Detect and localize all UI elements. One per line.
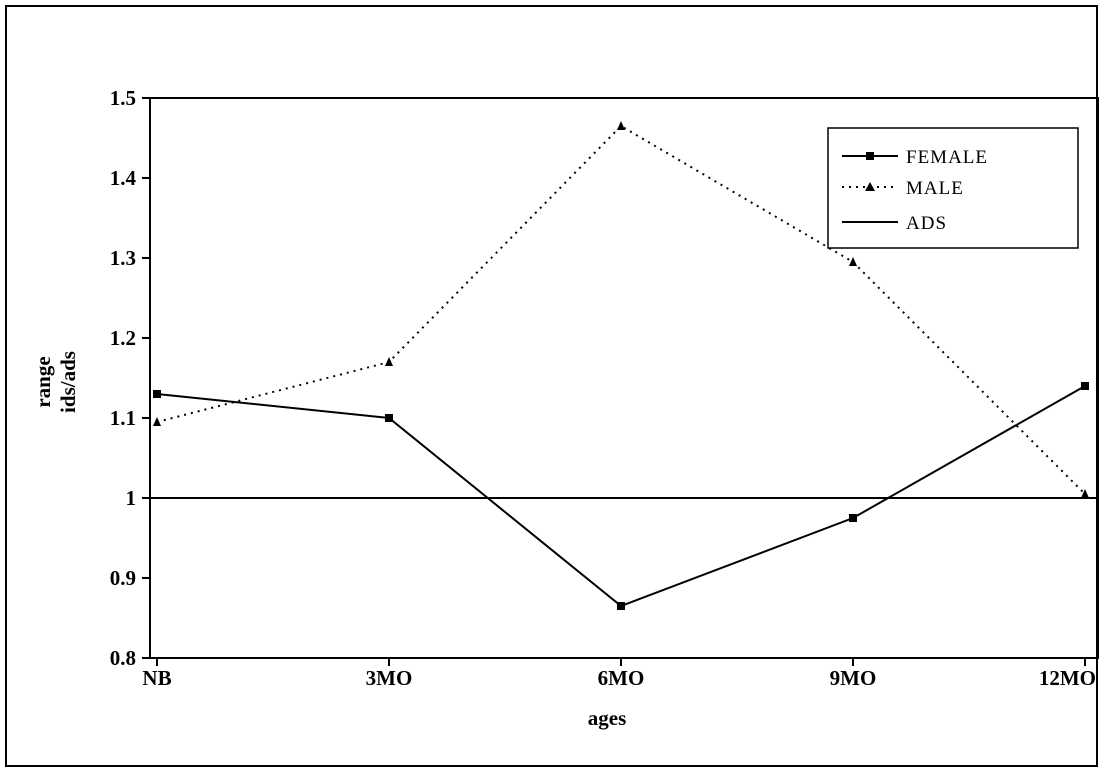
y-tick-label: 1.5 <box>110 86 136 110</box>
data-point-female <box>385 414 393 422</box>
x-axis-ticks: NB 3MO 6MO 9MO 12MO <box>142 658 1096 690</box>
y-axis-title-line1: range <box>31 356 55 407</box>
legend-label-female: FEMALE <box>906 147 988 168</box>
y-tick-label: 1.1 <box>110 406 136 430</box>
y-tick-label: 1.3 <box>110 246 136 270</box>
data-point-male <box>849 257 857 266</box>
data-point-female <box>617 602 625 610</box>
y-axis-ticks: 0.8 0.9 1 1.1 1.2 1.3 1.4 1.5 <box>110 86 150 670</box>
y-tick-label: 0.9 <box>110 566 136 590</box>
legend-marker-female <box>866 152 874 160</box>
data-point-male <box>385 357 393 366</box>
x-tick-label: 6MO <box>598 666 645 690</box>
data-point-male <box>153 417 161 426</box>
y-tick-label: 1.2 <box>110 326 136 350</box>
legend-label-ads: ADS <box>906 213 947 234</box>
legend-marker-male <box>865 182 875 191</box>
data-point-male <box>617 121 625 130</box>
data-point-female <box>849 514 857 522</box>
legend: FEMALE MALE ADS <box>827 127 1079 249</box>
y-axis-title-line2: ids/ads <box>56 351 80 413</box>
series-line-female <box>156 385 1086 608</box>
data-point-male <box>1081 489 1089 498</box>
y-tick-label: 0.8 <box>110 646 136 670</box>
legend-label-male: MALE <box>906 178 964 199</box>
data-point-female <box>1081 382 1089 390</box>
x-tick-label: 3MO <box>366 666 413 690</box>
series-layer <box>150 121 1098 610</box>
x-tick-label: NB <box>142 666 171 690</box>
y-tick-label: 1.4 <box>110 166 137 190</box>
x-tick-label: 12MO <box>1039 666 1096 690</box>
outer-border <box>5 5 1098 767</box>
x-tick-label: 9MO <box>830 666 877 690</box>
y-tick-label: 1 <box>126 486 137 510</box>
plot-area <box>149 97 1099 659</box>
data-point-female <box>153 390 161 398</box>
x-axis-title: ages <box>588 706 627 730</box>
